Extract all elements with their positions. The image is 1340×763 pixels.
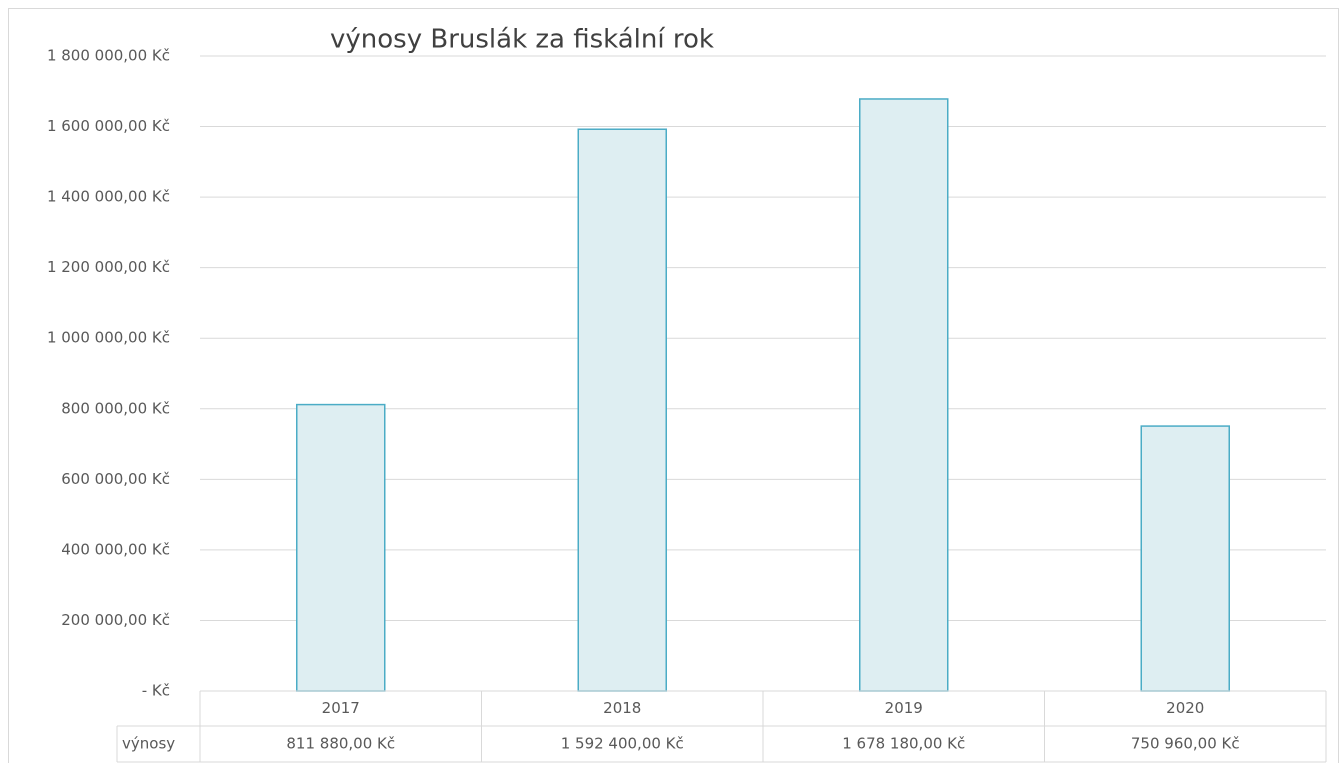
table-value: 750 960,00 Kč [1131,735,1240,753]
y-tick-label: - Kč [142,682,170,700]
table-value: 1 678 180,00 Kč [842,735,965,753]
bar [859,98,949,692]
table-value: 1 592 400,00 Kč [561,735,684,753]
y-tick-label: 400 000,00 Kč [61,540,170,558]
legend-label: výnosy [122,735,175,753]
x-tick-label: 2017 [322,699,360,717]
y-tick-label: 1 800 000,00 Kč [47,47,170,65]
y-tick-label: 200 000,00 Kč [61,611,170,629]
x-tick-label: 2019 [885,699,923,717]
y-tick-label: 600 000,00 Kč [61,470,170,488]
bar [296,403,386,692]
table-value: 811 880,00 Kč [286,735,395,753]
y-tick-label: 1 600 000,00 Kč [47,117,170,135]
y-tick-label: 1 400 000,00 Kč [47,188,170,206]
chart-title: výnosy Bruslák za fiskální rok [330,25,714,55]
x-tick-label: 2018 [603,699,641,717]
x-tick-label: 2020 [1166,699,1204,717]
y-tick-label: 800 000,00 Kč [61,399,170,417]
y-tick-label: 1 200 000,00 Kč [47,258,170,276]
bar [577,128,667,692]
bar [1140,425,1230,692]
y-tick-label: 1 000 000,00 Kč [47,329,170,347]
chart-border [8,8,1339,763]
